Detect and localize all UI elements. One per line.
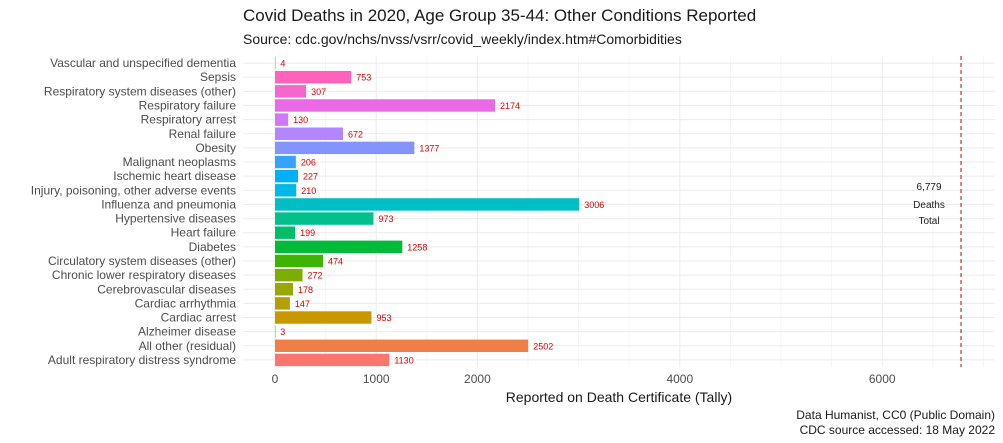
annotation-line: Total xyxy=(918,216,939,227)
category-label: Respiratory system diseases (other) xyxy=(44,84,236,98)
value-label: 1377 xyxy=(419,143,439,153)
caption-accessed: CDC source accessed: 18 May 2022 xyxy=(799,423,995,437)
category-label: Circulatory system diseases (other) xyxy=(48,254,236,268)
x-tick-label: 4000 xyxy=(666,372,693,386)
value-label: 1130 xyxy=(394,355,413,365)
x-axis-label: Reported on Death Certificate (Tally) xyxy=(506,389,732,405)
bar xyxy=(275,297,290,310)
value-label: 4 xyxy=(280,59,285,69)
value-label: 3006 xyxy=(584,200,604,210)
value-label: 199 xyxy=(300,228,315,238)
bar xyxy=(275,325,276,338)
value-label: 2174 xyxy=(500,101,520,111)
bar xyxy=(275,353,390,367)
value-label: 973 xyxy=(378,214,393,224)
value-label: 753 xyxy=(356,73,371,83)
value-label: 130 xyxy=(293,115,308,125)
bar xyxy=(275,339,529,353)
category-label: Adult respiratory distress syndrome xyxy=(48,353,236,367)
category-label: Renal failure xyxy=(169,127,237,141)
bars xyxy=(275,56,580,367)
annotation-line: 6,779 xyxy=(916,182,941,193)
value-label: 210 xyxy=(301,186,316,196)
value-label: 2502 xyxy=(533,341,553,351)
category-label: Hypertensive diseases xyxy=(115,212,236,226)
category-label: Heart failure xyxy=(171,226,237,240)
caption-license: Data Humanist, CC0 (Public Domain) xyxy=(796,408,995,422)
bar xyxy=(275,226,296,239)
bar xyxy=(275,85,307,98)
bar xyxy=(275,268,303,282)
category-label: Chronic lower respiratory diseases xyxy=(52,268,236,282)
value-label: 3 xyxy=(280,327,285,337)
category-label: Obesity xyxy=(195,141,236,155)
value-label: 307 xyxy=(311,87,326,97)
x-tick-label: 6000 xyxy=(869,372,896,386)
category-label: All other (residual) xyxy=(139,339,236,353)
bar xyxy=(275,155,296,169)
value-label: 227 xyxy=(303,172,318,182)
category-label: Malignant neoplasms xyxy=(123,155,236,169)
value-labels: 1130 2502 3 953 147 178 272 474 1258 199 973 3006 21… xyxy=(280,59,604,366)
bar xyxy=(275,70,352,84)
category-label: Cerebrovascular diseases xyxy=(97,282,236,296)
bar xyxy=(275,99,496,112)
bar xyxy=(275,127,344,140)
value-label: 147 xyxy=(295,299,310,309)
chart-title: Covid Deaths in 2020, Age Group 35-44: O… xyxy=(243,6,757,25)
bar xyxy=(275,254,323,268)
category-label: Influenza and pneumonia xyxy=(101,197,236,211)
category-label: Vascular and unspecified dementia xyxy=(50,56,236,70)
bar xyxy=(275,113,289,126)
category-label: Sepsis xyxy=(200,70,236,84)
value-label: 672 xyxy=(348,129,363,139)
category-label: Respiratory failure xyxy=(139,98,237,112)
category-label: Alzheimer disease xyxy=(138,325,236,339)
value-label: 1258 xyxy=(407,242,427,252)
x-tick-label: 2000 xyxy=(464,372,491,386)
value-label: 272 xyxy=(308,271,323,281)
chart-subtitle: Source: cdc.gov/nchs/nvss/vsrr/covid_wee… xyxy=(243,31,682,47)
category-label: Ischemic heart disease xyxy=(113,169,236,183)
category-label: Cardiac arrhythmia xyxy=(135,296,237,310)
x-tick-label: 0 xyxy=(272,372,279,386)
bar xyxy=(275,198,580,211)
bar xyxy=(275,240,403,254)
bar xyxy=(275,56,276,70)
x-tick-label: 1000 xyxy=(363,372,390,386)
bar xyxy=(275,184,297,197)
value-label: 206 xyxy=(301,158,316,168)
category-label: Diabetes xyxy=(189,240,236,254)
value-label: 178 xyxy=(298,285,313,295)
bar xyxy=(275,283,294,296)
x-tick-labels: 0 1000 2000 4000 6000 xyxy=(272,372,896,386)
value-label: 953 xyxy=(376,313,391,323)
category-label: Respiratory arrest xyxy=(141,113,237,127)
bar xyxy=(275,311,372,324)
category-label: Cardiac arrest xyxy=(161,311,237,325)
bar xyxy=(275,169,298,183)
annotation-line: Deaths xyxy=(913,200,945,211)
total-deaths-annotation: 6,779 Deaths Total xyxy=(913,182,945,227)
category-label: Injury, poisoning, other adverse events xyxy=(31,183,236,197)
bar xyxy=(275,212,374,225)
bar xyxy=(275,141,415,155)
value-label: 474 xyxy=(328,256,343,266)
